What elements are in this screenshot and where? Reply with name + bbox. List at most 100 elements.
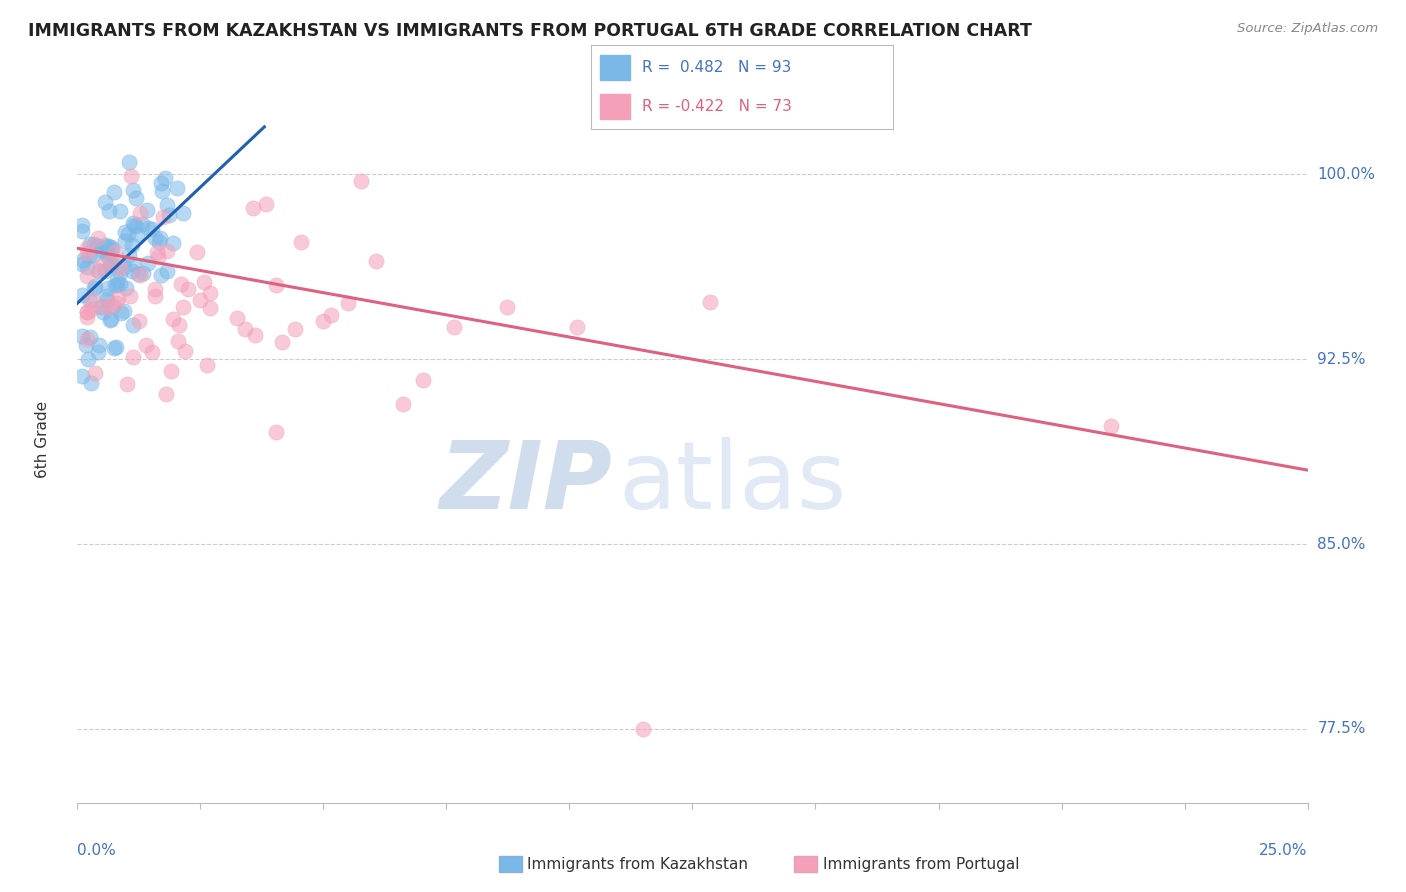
Point [107,291,129,305]
Point [83,237,105,252]
Point [160,364,183,378]
Point [84,366,107,380]
Point [167,334,190,349]
Point [105,340,128,354]
Point [193,275,215,289]
Point [96,293,118,307]
Point [138,221,160,235]
Point [80,302,103,317]
Point [76,246,98,260]
Point [143,289,166,303]
Point [97,250,120,264]
Point [86,263,108,277]
Text: ZIP: ZIP [440,437,613,529]
Point [100,256,122,270]
Point [105,278,128,293]
Point [122,257,145,271]
Point [97,300,120,314]
Point [284,322,307,336]
Point [125,191,148,205]
Point [114,234,136,248]
Point [117,227,139,241]
Point [146,245,169,260]
Point [155,387,177,401]
Point [145,282,167,296]
Text: Source: ZipAtlas.com: Source: ZipAtlas.com [1237,22,1378,36]
Point [118,248,141,262]
Point [120,289,142,303]
Text: 6th Grade: 6th Grade [35,401,51,478]
Point [90,259,112,273]
Point [93,194,115,209]
Bar [599,94,630,120]
Point [76,305,98,319]
Point [112,303,135,318]
Point [141,345,163,359]
Point [76,310,98,325]
Point [122,183,145,197]
Text: 92.5%: 92.5% [1317,351,1365,367]
Point [100,255,122,269]
Bar [599,54,630,80]
Point [200,285,222,300]
Point [135,337,157,351]
Point [391,397,413,411]
Point [121,350,143,364]
Point [94,238,117,252]
Point [70,224,93,238]
Point [443,319,465,334]
Point [124,218,146,232]
Point [148,235,170,249]
Point [87,263,110,277]
Point [107,259,129,273]
Point [243,328,266,343]
Point [87,344,110,359]
Text: Immigrants from Kazakhstan: Immigrants from Kazakhstan [527,857,748,871]
Point [225,311,247,326]
Point [77,352,100,367]
Point [120,169,142,183]
Point [141,222,163,236]
Text: 100.0%: 100.0% [1317,167,1375,182]
Point [264,277,287,292]
Point [321,308,343,322]
Point [235,322,257,336]
Point [100,312,122,326]
Point [108,261,131,276]
Text: R =  0.482   N = 93: R = 0.482 N = 93 [643,60,792,75]
Point [136,256,159,270]
Point [82,248,104,262]
Point [162,311,184,326]
Point [100,313,122,327]
Point [98,260,121,274]
Point [103,185,125,199]
Point [131,217,153,231]
Point [172,206,194,220]
Point [186,245,208,260]
Point [264,425,287,439]
Point [79,249,101,263]
Point [76,268,98,283]
Point [167,318,190,333]
Point [79,329,101,343]
Point [156,263,179,277]
Point [132,266,155,280]
Point [105,272,128,286]
Point [128,314,150,328]
Point [155,171,177,186]
Point [115,377,138,392]
Point [177,281,200,295]
Point [565,320,588,334]
Point [135,203,157,218]
Point [79,294,101,309]
Point [97,281,120,295]
Point [336,295,359,310]
Point [89,338,111,352]
Point [76,260,98,275]
Point [128,268,150,282]
Text: 25.0%: 25.0% [1260,843,1308,858]
Point [76,305,98,319]
Point [97,239,120,253]
Point [80,293,103,307]
Point [80,376,103,390]
